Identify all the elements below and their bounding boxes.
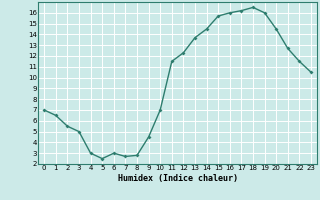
X-axis label: Humidex (Indice chaleur): Humidex (Indice chaleur): [118, 174, 238, 183]
